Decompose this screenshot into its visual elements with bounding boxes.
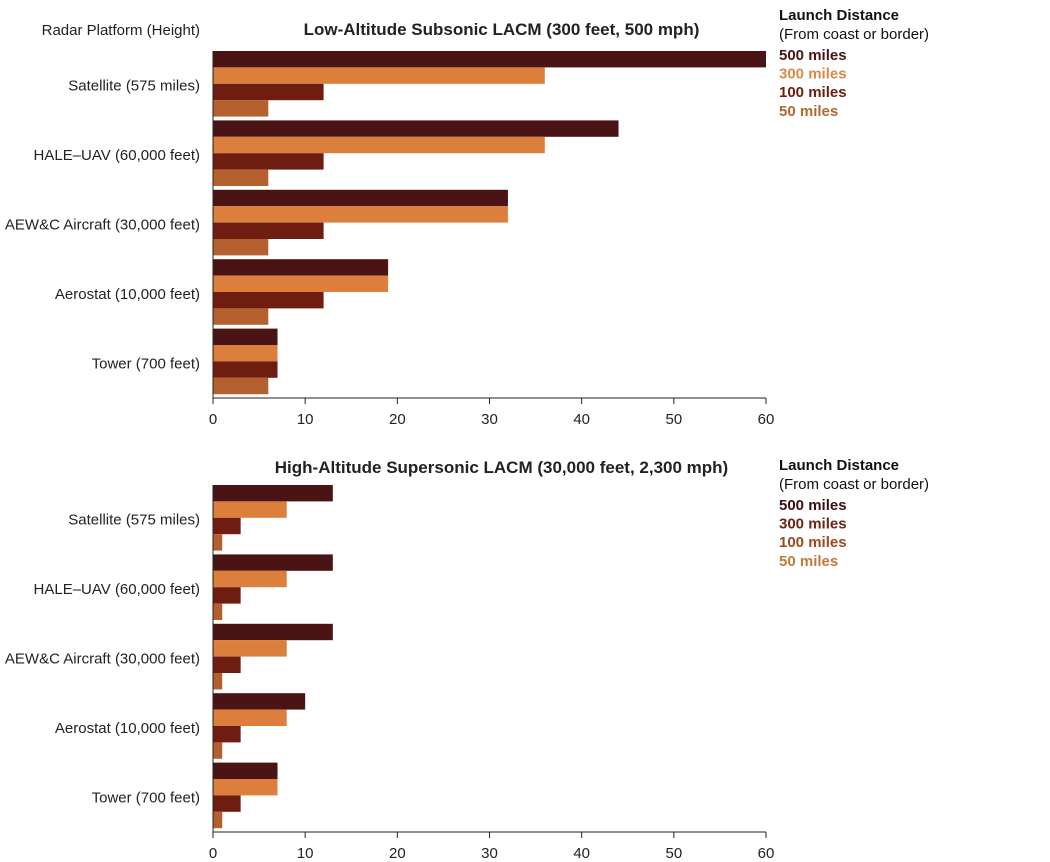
chart-title: Low-Altitude Subsonic LACM (300 feet, 50…	[304, 20, 700, 39]
x-tick-label: 0	[209, 411, 217, 428]
legend-subtitle: (From coast or border)	[779, 26, 929, 43]
bar	[213, 292, 324, 309]
x-tick-label: 50	[665, 411, 682, 428]
category-label: HALE–UAV (60,000 feet)	[34, 147, 200, 164]
legend-item: 500 miles	[779, 47, 847, 64]
x-tick-label: 40	[573, 845, 590, 862]
legend-title: Launch Distance	[779, 457, 899, 474]
bar	[213, 51, 766, 68]
category-label: Satellite (575 miles)	[68, 78, 200, 95]
bar	[213, 587, 241, 604]
chart-title: High-Altitude Supersonic LACM (30,000 fe…	[275, 458, 728, 477]
x-tick-label: 10	[297, 411, 314, 428]
legend-item: 100 miles	[779, 534, 847, 551]
bar	[213, 779, 278, 796]
bar	[213, 83, 324, 101]
legend-item: 300 miles	[779, 66, 847, 83]
x-tick-label: 10	[297, 845, 314, 862]
x-tick-label: 30	[481, 411, 498, 428]
bar	[213, 328, 278, 345]
category-label: Tower (700 feet)	[92, 355, 200, 372]
x-tick-label: 60	[758, 845, 775, 862]
category-label: AEW&C Aircraft (30,000 feet)	[5, 217, 200, 234]
bar	[213, 726, 241, 743]
category-label: AEW&C Aircraft (30,000 feet)	[5, 651, 200, 668]
bar	[213, 693, 306, 710]
bar	[213, 795, 241, 812]
bar	[213, 239, 269, 256]
bar	[213, 603, 223, 620]
bar	[213, 656, 241, 673]
x-tick-label: 20	[389, 845, 406, 862]
legend-title: Launch Distance	[779, 7, 899, 24]
bar	[213, 308, 269, 325]
bar	[213, 534, 223, 551]
x-tick-label: 30	[481, 845, 498, 862]
bar	[213, 153, 324, 170]
bar	[213, 673, 223, 690]
low-altitude-chart: Low-Altitude Subsonic LACM (300 feet, 50…	[5, 7, 929, 428]
x-tick-label: 40	[573, 411, 590, 428]
bar	[213, 742, 223, 759]
legend-item: 100 miles	[779, 84, 847, 101]
bar	[213, 259, 389, 276]
legend-item: 50 miles	[779, 553, 838, 570]
category-label: Satellite (575 miles)	[68, 512, 200, 529]
bar	[213, 169, 269, 186]
bar	[213, 709, 287, 726]
bar	[213, 623, 333, 641]
bar	[213, 361, 278, 378]
bar	[213, 189, 508, 207]
category-label: Aerostat (10,000 feet)	[55, 720, 200, 737]
legend-item: 50 miles	[779, 103, 838, 120]
high-altitude-chart: High-Altitude Supersonic LACM (30,000 fe…	[5, 457, 929, 862]
legend-item: 500 miles	[779, 497, 847, 514]
legend-item: 300 miles	[779, 516, 847, 533]
bar	[213, 501, 287, 518]
bar	[213, 120, 619, 137]
bar	[213, 377, 269, 395]
bar	[213, 222, 324, 239]
y-axis-label: Radar Platform (Height)	[42, 22, 200, 39]
bar	[213, 345, 278, 362]
bar	[213, 517, 241, 535]
bar	[213, 640, 287, 657]
x-tick-label: 60	[758, 411, 775, 428]
bar	[213, 206, 508, 223]
x-tick-label: 0	[209, 845, 217, 862]
category-label: Aerostat (10,000 feet)	[55, 286, 200, 303]
category-label: Tower (700 feet)	[92, 789, 200, 806]
x-tick-label: 20	[389, 411, 406, 428]
x-tick-label: 50	[665, 845, 682, 862]
bar	[213, 554, 333, 571]
bar	[213, 275, 389, 292]
legend-subtitle: (From coast or border)	[779, 476, 929, 493]
bar	[213, 485, 333, 502]
bar	[213, 811, 223, 829]
bar	[213, 570, 287, 588]
category-label: HALE–UAV (60,000 feet)	[34, 581, 200, 598]
bar	[213, 100, 269, 117]
bar	[213, 136, 545, 154]
bar	[213, 762, 278, 779]
bar	[213, 67, 545, 84]
